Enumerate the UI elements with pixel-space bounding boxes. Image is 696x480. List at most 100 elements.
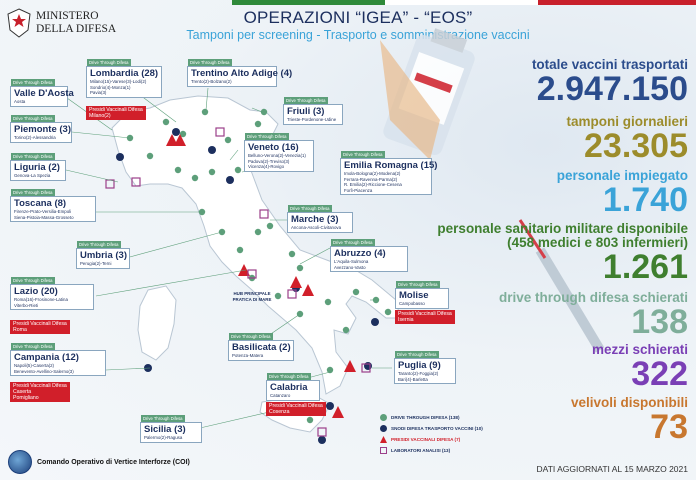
region-name: Toscana (8) — [14, 198, 67, 209]
region-name: Trentino Alto Adige (4) — [191, 68, 293, 79]
purple-square-icon — [380, 447, 387, 454]
command-name: Comando Operativo di Vertice Interforze … — [37, 458, 190, 466]
region-detail: Trento(2)-Bolzano(2) — [191, 79, 232, 84]
drive-through-dot — [342, 326, 350, 334]
drive-through-dot — [254, 120, 262, 128]
sardinia — [137, 285, 177, 361]
presidi-lazio: Presidi Vaccinali Difesa Roma — [10, 320, 70, 334]
drive-through-tag: Drive Through Difesa — [87, 59, 131, 66]
drive-through-dot — [352, 288, 360, 296]
lab-square — [105, 179, 115, 189]
drive-through-tag: Drive Through Difesa — [288, 205, 332, 212]
region-trentino: Drive Through Difesa Trentino Alto Adige… — [187, 59, 293, 87]
region-name: Emilia Romagna (15) — [344, 160, 438, 171]
navy-dot-icon — [380, 425, 387, 432]
ministry-name: MINISTERO DELLA DIFESA — [36, 10, 117, 35]
lab-square — [131, 177, 141, 187]
region-name: Liguria (2) — [14, 162, 60, 173]
stat-value: 73 — [650, 408, 688, 446]
legend-label: SNODI DIFESA TRASPORTO VACCINI (10) — [391, 426, 483, 431]
hub-dot — [371, 318, 379, 326]
drive-through-tag: Drive Through Difesa — [11, 189, 55, 196]
legend-item: LABORATORI ANALISI (13) — [380, 445, 483, 456]
drive-through-tag: Drive Through Difesa — [245, 133, 289, 140]
drive-through-dot — [326, 366, 334, 374]
region-detail: Potenza-Matera — [232, 353, 264, 358]
hub-dot — [326, 402, 334, 410]
drive-through-dot — [146, 152, 154, 160]
stat-value: 322 — [631, 355, 688, 393]
drive-through-dot — [296, 264, 304, 272]
drive-through-dot — [162, 118, 170, 126]
region-lazio: Drive Through Difesa Lazio (20) Roma(16)… — [10, 277, 94, 311]
region-name: Marche (3) — [291, 214, 339, 225]
hub-dot — [208, 146, 216, 154]
stat-value: 1.740 — [602, 181, 688, 219]
region-toscana: Drive Through Difesa Toscana (8) Firenze… — [10, 189, 96, 223]
region-detail: Taranto(2)-Foggia(2) Bari(4)-Barletta — [398, 371, 439, 382]
region-detail: Belluno-Verona(2)-Venezia(1) Padova(2)-T… — [248, 153, 306, 170]
region-name: Sicilia (3) — [144, 424, 186, 435]
region-emilia-romagna: Drive Through Difesa Emilia Romagna (15)… — [340, 151, 438, 196]
stat-label: personale sanitario militare disponibile… — [437, 221, 688, 250]
stat-label: drive through difesa schierati — [498, 290, 688, 305]
legend-label: PRESIDI VACCINALI DIFESA (7) — [391, 437, 461, 442]
stat-value: 23.305 — [584, 127, 688, 165]
stat-value: 138 — [631, 303, 688, 341]
region-marche: Drive Through Difesa Marche (3) Ancona-A… — [287, 205, 353, 233]
drive-through-tag: Drive Through Difesa — [396, 281, 440, 288]
page-title: OPERAZIONI “IGEA” - “EOS” — [243, 8, 473, 27]
stat-value: 1.261 — [602, 248, 688, 286]
hub-dot — [226, 176, 234, 184]
drive-through-tag: Drive Through Difesa — [11, 277, 55, 284]
region-name: Valle D'Aosta — [14, 88, 74, 99]
region-name: Basilicata (2) — [232, 342, 291, 353]
stat-mezzi: mezzi schierati 322 — [592, 342, 688, 391]
region-detail: Catanzaro — [270, 393, 291, 398]
legend-item: PRESIDI VACCINALI DIFESA (7) — [380, 434, 483, 445]
italian-flag-bar — [232, 0, 696, 5]
drive-through-tag: Drive Through Difesa — [11, 153, 55, 160]
hub-dot — [364, 362, 372, 370]
region-detail: Firenze-Prato-Versilia-Empoli Siena-Pist… — [14, 209, 74, 220]
drive-through-dot — [236, 246, 244, 254]
drive-through-dot — [234, 166, 242, 174]
region-molise: Drive Through Difesa Molise Campobasso — [395, 281, 449, 309]
region-detail: Trieste-Pordenone-Udine — [287, 117, 337, 122]
drive-through-tag: Drive Through Difesa — [395, 351, 439, 358]
stat-label: tamponi giornalieri — [566, 114, 688, 129]
region-detail: Ancona-Ascoli-Civitanova — [291, 225, 342, 230]
legend-label: DRIVE THROUGH DIFESA (138) — [391, 415, 460, 420]
region-detail: Campobasso — [399, 301, 425, 306]
region-friuli: Drive Through Difesa Friuli (3) Trieste-… — [283, 97, 343, 125]
presidio-triangle — [302, 284, 314, 296]
drive-through-dot — [288, 250, 296, 258]
stat-label: personale impiegato — [556, 168, 688, 183]
drive-through-tag: Drive Through Difesa — [331, 239, 375, 246]
region-name: Puglia (9) — [398, 360, 441, 371]
region-detail: Milano(15)-Varese(3)-Lodi(2) Sondrio(4)-… — [90, 79, 147, 96]
green-dot-icon — [380, 414, 387, 421]
region-campania: Drive Through Difesa Campania (12) Napol… — [10, 343, 106, 377]
drive-through-dot — [201, 108, 209, 116]
republic-emblem-icon — [7, 8, 31, 38]
lab-markers — [105, 127, 371, 437]
drive-through-tag: Drive Through Difesa — [11, 115, 55, 122]
stat-drive-through: drive through difesa schierati 138 — [499, 290, 688, 339]
hub-dot — [116, 153, 124, 161]
stat-label: mezzi schierati — [591, 342, 688, 357]
lab-square — [361, 363, 371, 373]
stat-sanitario: personale sanitario militare disponibile… — [437, 221, 688, 286]
region-sicilia: Drive Through Difesa Sicilia (3) Palermo… — [140, 415, 202, 443]
hub-dot — [172, 128, 180, 136]
drive-through-tag: Drive Through Difesa — [284, 97, 328, 104]
region-name: Campania (12) — [14, 352, 79, 363]
presidio-triangle — [174, 134, 186, 146]
region-valle-daosta: Drive Through Difesa Valle D'Aosta Aosta — [10, 79, 74, 107]
region-detail: Imola-Bologna(2)-Modena(2) Ferrara-Raven… — [344, 171, 402, 193]
region-name: Molise — [399, 290, 429, 301]
region-name: Umbria (3) — [80, 250, 127, 261]
region-detail: Perugia(2)-Terni — [80, 261, 112, 266]
region-umbria: Drive Through Difesa Umbria (3) Perugia(… — [76, 241, 130, 269]
